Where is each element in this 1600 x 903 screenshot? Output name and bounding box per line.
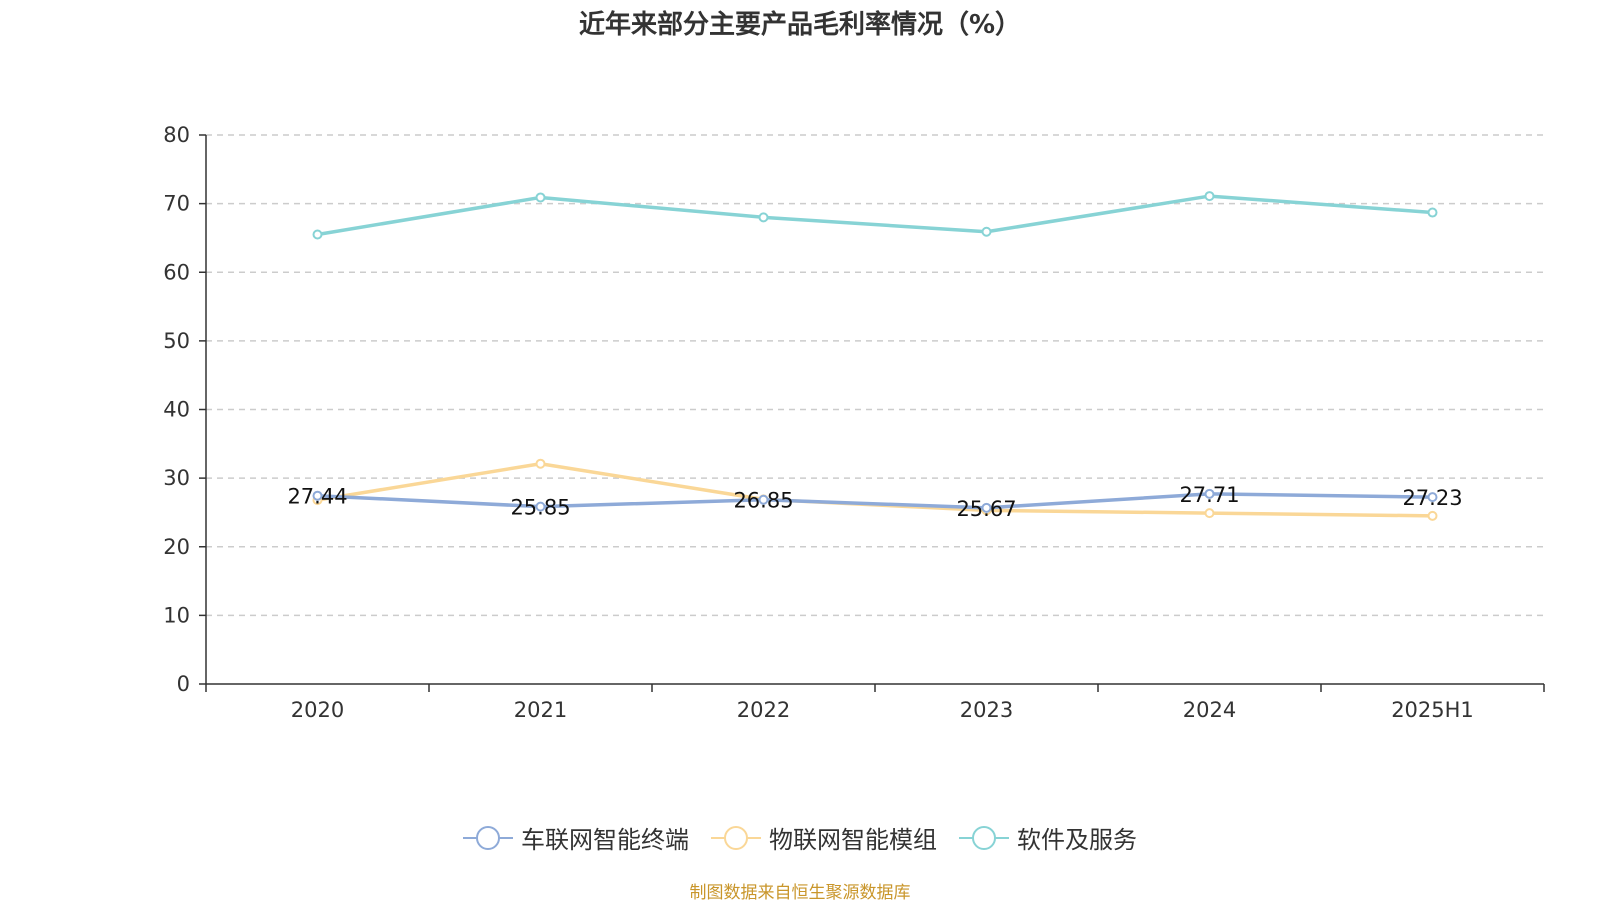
data-point xyxy=(1427,492,1438,503)
data-point xyxy=(1204,488,1215,499)
x-tick-label: 2020 xyxy=(291,698,344,722)
y-tick-label: 20 xyxy=(163,535,190,559)
data-point xyxy=(981,502,992,513)
chart-title: 近年来部分主要产品毛利率情况（%） xyxy=(578,10,1022,40)
data-point xyxy=(981,226,992,237)
legend-label: 物联网智能模组 xyxy=(769,826,937,854)
data-point xyxy=(1427,510,1438,521)
data-point xyxy=(1204,191,1215,202)
legend-marker-icon xyxy=(711,825,761,851)
series-line xyxy=(317,461,1433,518)
series-line xyxy=(317,194,1433,237)
y-tick-label: 30 xyxy=(163,466,190,490)
data-point xyxy=(535,192,546,203)
data-point xyxy=(1204,508,1215,519)
data-label: 27.71 xyxy=(1179,483,1239,507)
data-point xyxy=(758,494,769,505)
data-label: 25.85 xyxy=(510,496,570,520)
y-tick-label: 40 xyxy=(163,398,190,422)
data-point xyxy=(312,229,323,240)
legend: 车联网智能终端 物联网智能模组 软件及服务 xyxy=(0,820,1600,855)
x-tick-label: 2023 xyxy=(960,698,1013,722)
legend-label: 车联网智能终端 xyxy=(521,826,689,854)
data-point xyxy=(535,458,546,469)
series-line xyxy=(317,492,1433,510)
y-tick-label: 10 xyxy=(163,603,190,627)
legend-marker-icon xyxy=(959,825,1009,851)
x-tick-label: 2025H1 xyxy=(1391,698,1474,722)
legend-item[interactable]: 物联网智能模组 xyxy=(711,820,937,855)
data-label: 27.44 xyxy=(287,485,347,509)
data-label: 26.85 xyxy=(733,489,793,513)
y-tick-label: 60 xyxy=(163,260,190,284)
data-label: 27.23 xyxy=(1402,486,1462,510)
y-tick-label: 50 xyxy=(163,329,190,353)
x-tick-label: 2022 xyxy=(737,698,790,722)
legend-label: 软件及服务 xyxy=(1017,826,1137,854)
y-tick-label: 70 xyxy=(163,192,190,216)
data-point xyxy=(758,212,769,223)
x-tick-label: 2021 xyxy=(514,698,567,722)
data-label: 25.67 xyxy=(956,497,1016,521)
data-point xyxy=(1427,207,1438,218)
legend-item[interactable]: 车联网智能终端 xyxy=(463,820,689,855)
x-tick-label: 2024 xyxy=(1183,698,1236,722)
y-tick-label: 80 xyxy=(163,123,190,147)
source-note: 制图数据来自恒生聚源数据库 xyxy=(689,883,911,903)
y-tick-label: 0 xyxy=(177,672,190,696)
legend-item[interactable]: 软件及服务 xyxy=(959,820,1137,855)
data-point xyxy=(312,490,323,501)
data-point xyxy=(535,501,546,512)
legend-marker-icon xyxy=(463,825,513,851)
